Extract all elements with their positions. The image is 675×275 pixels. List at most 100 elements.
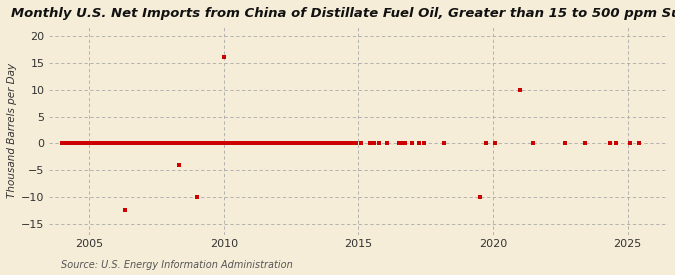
- Point: [306, 141, 317, 145]
- Point: [189, 141, 200, 145]
- Point: [207, 141, 218, 145]
- Point: [92, 141, 103, 145]
- Point: [308, 141, 319, 145]
- Point: [315, 141, 325, 145]
- Point: [324, 141, 335, 145]
- Point: [185, 141, 196, 145]
- Point: [317, 141, 328, 145]
- Point: [117, 141, 128, 145]
- Point: [209, 141, 220, 145]
- Point: [111, 141, 122, 145]
- Point: [267, 141, 278, 145]
- Point: [142, 141, 153, 145]
- Point: [247, 141, 258, 145]
- Point: [124, 141, 135, 145]
- Point: [187, 141, 198, 145]
- Point: [624, 141, 635, 145]
- Point: [165, 141, 176, 145]
- Point: [355, 141, 366, 145]
- Point: [119, 208, 130, 213]
- Point: [75, 141, 86, 145]
- Point: [133, 141, 144, 145]
- Point: [221, 141, 232, 145]
- Point: [129, 141, 140, 145]
- Point: [261, 141, 271, 145]
- Point: [151, 141, 162, 145]
- Point: [277, 141, 288, 145]
- Point: [514, 87, 525, 92]
- Point: [580, 141, 591, 145]
- Point: [263, 141, 274, 145]
- Point: [321, 141, 332, 145]
- Point: [95, 141, 106, 145]
- Point: [279, 141, 290, 145]
- Point: [259, 141, 269, 145]
- Point: [234, 141, 245, 145]
- Point: [160, 141, 171, 145]
- Point: [254, 141, 265, 145]
- Point: [344, 141, 355, 145]
- Point: [335, 141, 346, 145]
- Point: [299, 141, 310, 145]
- Point: [192, 195, 202, 199]
- Point: [79, 141, 90, 145]
- Point: [342, 141, 352, 145]
- Point: [223, 141, 234, 145]
- Title: Monthly U.S. Net Imports from China of Distillate Fuel Oil, Greater than 15 to 5: Monthly U.S. Net Imports from China of D…: [11, 7, 675, 20]
- Point: [155, 141, 166, 145]
- Point: [250, 141, 261, 145]
- Point: [346, 141, 357, 145]
- Point: [290, 141, 301, 145]
- Point: [407, 141, 418, 145]
- Point: [144, 141, 155, 145]
- Point: [72, 141, 83, 145]
- Point: [214, 141, 225, 145]
- Point: [490, 141, 501, 145]
- Point: [140, 141, 151, 145]
- Point: [86, 141, 97, 145]
- Point: [115, 141, 126, 145]
- Point: [270, 141, 281, 145]
- Point: [236, 141, 247, 145]
- Point: [194, 141, 205, 145]
- Point: [288, 141, 298, 145]
- Point: [281, 141, 292, 145]
- Point: [148, 141, 159, 145]
- Point: [102, 141, 113, 145]
- Point: [113, 141, 124, 145]
- Point: [136, 141, 146, 145]
- Point: [200, 141, 211, 145]
- Point: [348, 141, 359, 145]
- Point: [418, 141, 429, 145]
- Point: [171, 141, 182, 145]
- Point: [294, 141, 305, 145]
- Point: [304, 141, 315, 145]
- Point: [326, 141, 337, 145]
- Point: [301, 141, 312, 145]
- Point: [373, 141, 384, 145]
- Point: [256, 141, 267, 145]
- Point: [63, 141, 74, 145]
- Point: [169, 141, 180, 145]
- Point: [57, 141, 68, 145]
- Point: [396, 141, 406, 145]
- Point: [351, 141, 362, 145]
- Point: [153, 141, 164, 145]
- Point: [369, 141, 379, 145]
- Point: [82, 141, 92, 145]
- Text: Source: U.S. Energy Information Administration: Source: U.S. Energy Information Administ…: [61, 260, 292, 270]
- Point: [274, 141, 285, 145]
- Point: [238, 141, 249, 145]
- Point: [202, 141, 213, 145]
- Point: [158, 141, 169, 145]
- Point: [284, 141, 294, 145]
- Point: [328, 141, 339, 145]
- Point: [400, 141, 411, 145]
- Point: [340, 141, 350, 145]
- Point: [265, 141, 276, 145]
- Point: [68, 141, 79, 145]
- Point: [243, 141, 254, 145]
- Point: [126, 141, 137, 145]
- Point: [382, 141, 393, 145]
- Point: [241, 141, 252, 145]
